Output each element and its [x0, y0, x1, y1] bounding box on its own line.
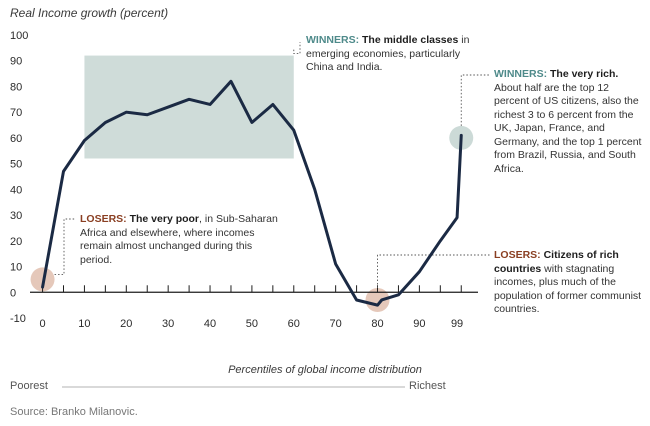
annotation-bold: The middle classes [359, 34, 459, 46]
x-tick-label: 0 [39, 318, 45, 330]
y-tick-label: -10 [10, 313, 26, 325]
y-tick-label: 40 [10, 184, 22, 196]
x-tick-label: 20 [120, 318, 132, 330]
y-tick-label: 20 [10, 236, 22, 248]
leader-winners-rich [460, 74, 490, 126]
y-tick-label: 30 [10, 210, 22, 222]
annotation-winners-rich: WINNERS: The very rich. About half are t… [494, 68, 644, 176]
x-tick-label: 90 [413, 318, 425, 330]
poorest-label: Poorest [10, 380, 48, 392]
x-axis-title: Percentiles of global income distributio… [228, 364, 422, 376]
losers-tag: LOSERS: [80, 213, 127, 225]
y-tick-label: 90 [10, 56, 22, 68]
y-tick-label: 0 [10, 287, 16, 299]
y-tick-label: 100 [10, 30, 28, 42]
losers-tag: LOSERS: [494, 249, 541, 261]
y-tick-label: 10 [10, 262, 22, 274]
x-tick-label: 60 [288, 318, 300, 330]
x-tick-label: 30 [162, 318, 174, 330]
annotation-text: with stagnating incomes, plus much of th… [494, 262, 642, 316]
source-note: Source: Branko Milanovic. [10, 406, 138, 418]
highlight-region [84, 55, 294, 159]
losers-highlight-dot [365, 287, 390, 312]
x-tick-label: 40 [204, 318, 216, 330]
annotation-bold: The very rich. [547, 68, 619, 80]
x-tick-label: 10 [78, 318, 90, 330]
leader-winners-middle [293, 42, 301, 55]
x-tick-label: 99 [451, 318, 463, 330]
leader-losers-poor [54, 218, 76, 275]
annotation-winners-middle: WINNERS: The middle classes in emerging … [306, 34, 471, 75]
richest-label: Richest [409, 380, 446, 392]
annotation-text: in emerging economies, particularly Chin… [306, 34, 470, 73]
annotation-losers-poor: LOSERS: The very poor, in Sub-Saharan Af… [80, 213, 280, 267]
y-tick-label: 60 [10, 133, 22, 145]
winners-tag: WINNERS: [494, 68, 548, 80]
y-tick-label: 80 [10, 81, 22, 93]
leader-losers-rich [377, 254, 490, 288]
y-tick-label: 70 [10, 107, 22, 119]
y-axis-title: Real Income growth (percent) [10, 6, 169, 20]
annotation-losers-rich: LOSERS: Citizens of rich countries with … [494, 249, 644, 317]
winners-tag: WINNERS: [306, 34, 360, 46]
y-tick-label: 50 [10, 159, 22, 171]
annotation-text: , in Sub-Saharan Africa and elsewhere, w… [80, 213, 278, 266]
income-growth-line [41, 79, 463, 307]
annotation-bold: Citizens of rich countries [494, 249, 619, 275]
x-tick-label: 70 [330, 318, 342, 330]
x-tick-label: 80 [371, 318, 383, 330]
x-tick-label: 50 [246, 318, 258, 330]
annotation-text: About half are the top 12 percent of US … [494, 81, 642, 175]
annotation-bold: The very poor [126, 213, 200, 225]
